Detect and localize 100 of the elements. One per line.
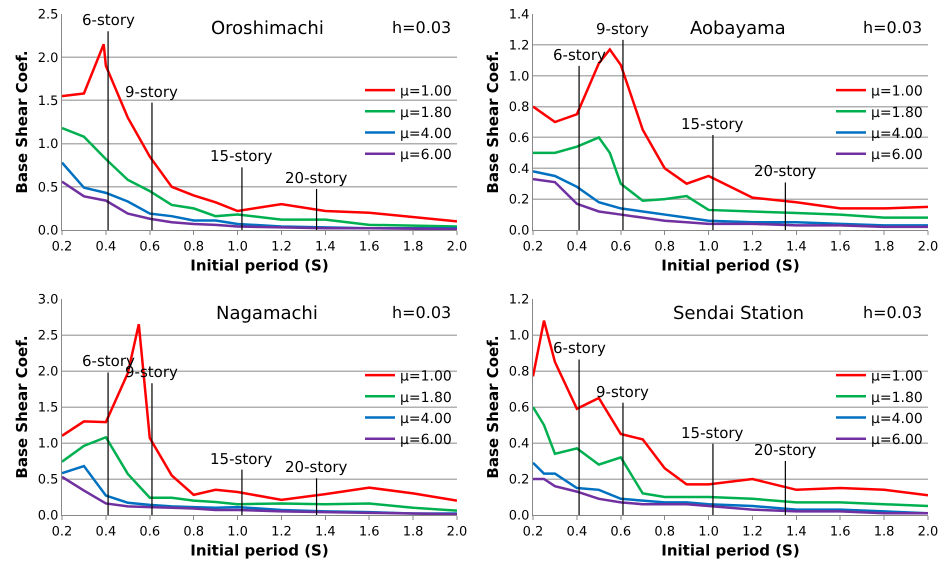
y-tick-label: 0.4 — [508, 162, 530, 177]
legend-label: μ=4.00 — [871, 126, 923, 142]
y-tick-label: 1.0 — [38, 436, 58, 452]
legend-label: μ=1.00 — [871, 84, 923, 100]
x-tick-label: 1.0 — [227, 524, 248, 540]
annotation: h=0.03 — [392, 303, 452, 322]
ref-line-label: 15-story — [681, 424, 744, 442]
ref-line-label: 6-story — [82, 11, 135, 29]
x-tick-label: 0.8 — [183, 524, 204, 540]
y-tick-label: 0.0 — [508, 224, 530, 239]
x-tick-label: 1.4 — [786, 240, 807, 255]
ref-line-label: 20-story — [754, 162, 817, 180]
legend-label: μ=4.00 — [400, 410, 452, 427]
x-tick-label: 0.8 — [183, 240, 204, 255]
x-tick-label: 0.8 — [654, 240, 676, 255]
x-tick-label: 0.2 — [52, 524, 72, 540]
x-tick-label: 1.2 — [742, 524, 763, 540]
x-tick-label: 0.2 — [52, 240, 72, 255]
line-series — [62, 322, 457, 502]
legend-label: μ=6.00 — [871, 147, 923, 164]
x-tick-label: 1.0 — [698, 524, 719, 540]
y-axis-title: Base Shear Coef. — [484, 50, 502, 194]
y-tick-label: 2.5 — [38, 8, 58, 23]
ref-line-label: 6-story — [553, 339, 606, 357]
x-tick-label: 0.4 — [566, 524, 588, 540]
x-axis-title: Initial period (S) — [190, 542, 329, 560]
x-axis-title: Initial period (S) — [661, 542, 800, 560]
y-tick-label: 0.2 — [508, 192, 530, 208]
x-tick-label: 1.4 — [786, 524, 807, 540]
y-axis-title: Base Shear Coef. — [12, 335, 31, 479]
ref-line-label: 9-story — [596, 20, 649, 38]
legend-label: μ=1.80 — [400, 390, 452, 406]
x-tick-label: 0.6 — [610, 240, 632, 255]
ref-line-label: 15-story — [681, 115, 744, 133]
chart-title: Nagamachi — [216, 303, 318, 324]
y-tick-label: 1.0 — [508, 328, 530, 344]
chart-title: Oroshimachi — [211, 18, 324, 39]
legend-label: μ=4.00 — [871, 410, 923, 427]
ref-line-label: 9-story — [125, 83, 178, 101]
y-tick-label: 1.2 — [508, 292, 530, 308]
x-tick-label: 2.0 — [446, 524, 468, 540]
x-tick-label: 1.6 — [830, 524, 851, 540]
x-tick-label: 0.6 — [139, 524, 160, 540]
ref-line-label: 15-story — [210, 147, 273, 165]
x-tick-label: 2.0 — [918, 524, 938, 540]
annotation: h=0.03 — [392, 18, 452, 37]
ref-line-label: 6-story — [553, 46, 606, 64]
x-axis-title: Initial period (S) — [661, 256, 800, 275]
ref-line-label: 20-story — [285, 458, 348, 476]
x-tick-label: 1.8 — [874, 240, 894, 255]
y-tick-label: 1.5 — [38, 94, 58, 109]
legend-label: μ=1.00 — [400, 84, 452, 100]
y-tick-label: 0.5 — [38, 472, 58, 488]
y-tick-label: 0.6 — [508, 130, 530, 146]
x-tick-label: 1.6 — [358, 240, 380, 255]
y-tick-label: 0.0 — [38, 508, 58, 524]
x-tick-label: 1.2 — [742, 240, 763, 255]
legend-label: μ=4.00 — [400, 126, 452, 142]
x-tick-label: 1.2 — [271, 240, 292, 255]
x-tick-label: 0.6 — [139, 240, 160, 255]
x-tick-label: 0.6 — [610, 524, 632, 540]
line-series — [62, 436, 457, 512]
y-axis-title: Base Shear Coef. — [12, 50, 31, 194]
x-tick-label: 1.2 — [271, 524, 292, 540]
legend-label: μ=1.00 — [400, 368, 452, 385]
legend-label: μ=1.80 — [871, 104, 923, 121]
legend-label: μ=1.80 — [871, 390, 923, 406]
y-tick-label: 1.2 — [508, 38, 530, 54]
y-tick-label: 1.5 — [38, 400, 58, 416]
x-tick-label: 1.4 — [314, 240, 336, 255]
y-tick-label: 2.0 — [38, 364, 58, 380]
y-tick-label: 3.0 — [38, 292, 58, 308]
y-tick-label: 0.4 — [508, 436, 530, 452]
x-tick-label: 1.8 — [402, 524, 424, 540]
x-tick-label: 0.2 — [522, 240, 544, 255]
x-tick-label: 0.2 — [522, 524, 544, 540]
line-series — [533, 178, 928, 228]
x-tick-label: 1.6 — [358, 524, 380, 540]
legend-label: μ=1.00 — [871, 368, 923, 385]
y-tick-label: 2.5 — [38, 328, 58, 344]
y-tick-label: 0.2 — [508, 472, 530, 488]
ref-line-label: 20-story — [754, 441, 817, 459]
line-series — [533, 48, 928, 210]
x-tick-label: 1.4 — [314, 524, 336, 540]
chart-title: Sendai Station — [673, 303, 804, 324]
ref-line-label: 20-story — [285, 169, 348, 187]
x-tick-label: 0.4 — [96, 240, 116, 255]
line-series — [533, 319, 928, 496]
x-tick-label: 0.4 — [96, 524, 116, 540]
y-tick-label: 0.8 — [508, 364, 530, 380]
y-tick-label: 1.4 — [508, 8, 530, 23]
x-axis-title: Initial period (S) — [190, 256, 329, 275]
x-tick-label: 0.4 — [566, 240, 588, 255]
line-series — [62, 126, 457, 228]
legend-label: μ=1.80 — [400, 104, 452, 121]
y-tick-label: 0.0 — [38, 224, 58, 239]
x-tick-label: 1.8 — [874, 524, 894, 540]
x-tick-label: 1.6 — [830, 240, 851, 255]
x-tick-label: 2.0 — [446, 240, 468, 255]
legend-label: μ=6.00 — [400, 147, 452, 164]
